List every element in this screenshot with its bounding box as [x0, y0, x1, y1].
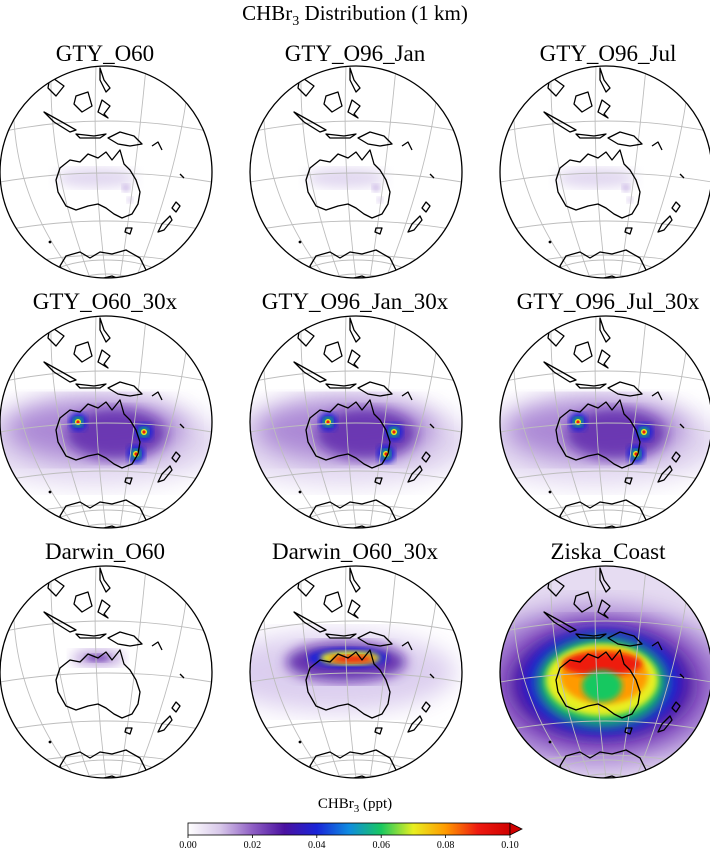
globe-outline: [249, 565, 463, 779]
colorbar-label: CHBr3 (ppt): [317, 796, 393, 815]
globe-outline: [249, 65, 463, 279]
globe-outline: [0, 565, 213, 779]
globe-outline: [0, 65, 213, 279]
globe-outline: [499, 65, 710, 279]
globe-map-7: [0, 565, 213, 779]
globe-map-5: [249, 315, 463, 529]
colorbar-tick-label: 0.10: [501, 840, 519, 851]
globe-map-3: [499, 65, 710, 279]
figure-title: CHBr3 Distribution (1 km): [242, 1, 468, 30]
concentration-field: [500, 566, 710, 778]
panel-title-1: GTY_O60: [55, 41, 155, 66]
colorbar: [187, 822, 511, 836]
panel-title-5: GTY_O96_Jan_30x: [261, 289, 449, 314]
globe-outline: [499, 565, 710, 779]
panel-title-7: Darwin_O60: [44, 539, 166, 564]
globe-map-6: [499, 315, 710, 529]
colorbar-tick-label: 0.02: [243, 840, 262, 851]
colorbar-tick-label: 0.08: [436, 840, 455, 851]
globe-outline: [249, 315, 463, 529]
panel-title-9: Ziska_Coast: [550, 539, 666, 564]
colorbar-extend-arrow: [509, 822, 523, 836]
colorbar-tick-label: 0.06: [372, 840, 390, 851]
globe-map-9: [499, 565, 710, 779]
colorbar-tick-label: 0.00: [179, 840, 197, 851]
globe-outline: [0, 315, 213, 529]
concentration-field: [500, 398, 710, 486]
globe-map-8: [249, 565, 463, 779]
globe-outline: [499, 315, 710, 529]
colorbar-tick-label: 0.04: [308, 840, 326, 851]
panel-title-8: Darwin_O60_30x: [271, 539, 439, 564]
panel-title-2: GTY_O96_Jan: [284, 41, 426, 66]
panel-title-3: GTY_O96_Jul: [539, 41, 677, 66]
concentration-field: [250, 398, 462, 486]
concentration-field: [0, 398, 212, 486]
panel-title-4: GTY_O60_30x: [32, 289, 178, 314]
globe-map-1: [0, 65, 213, 279]
globe-map-2: [249, 65, 463, 279]
concentration-field: [250, 632, 456, 712]
panel-title-6: GTY_O96_Jul_30x: [516, 289, 700, 314]
globe-map-4: [0, 315, 213, 529]
